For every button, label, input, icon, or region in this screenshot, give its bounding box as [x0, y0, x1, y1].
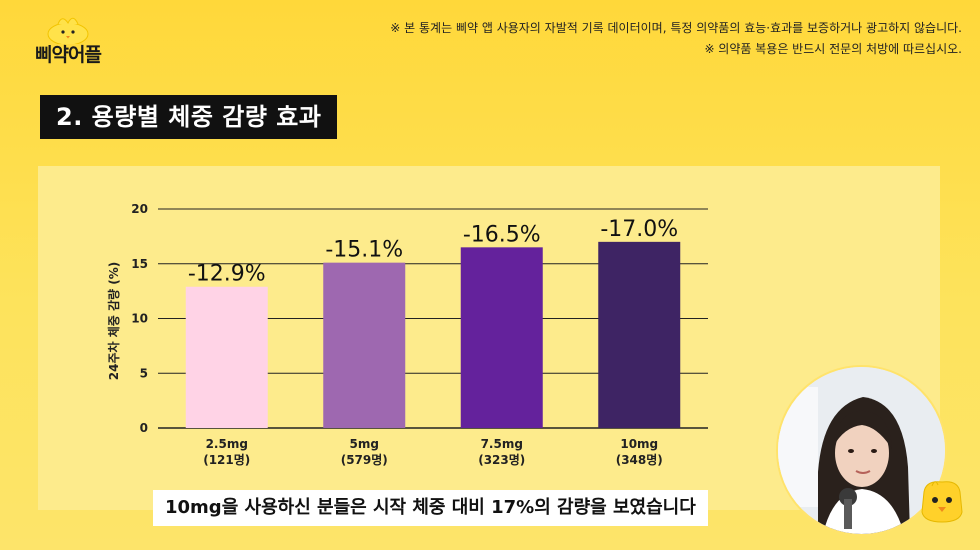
chick-icon	[47, 17, 89, 46]
y-axis-label: 24주차 체중 감량 (%)	[106, 262, 121, 380]
disclaimer-line-2: ※ 의약품 복용은 반드시 전문의 처방에 따르십시오.	[704, 42, 962, 56]
presenter-avatar-icon	[776, 365, 947, 536]
data-label: -16.5%	[463, 222, 541, 247]
bar	[460, 247, 543, 428]
y-tick-label: 15	[131, 257, 148, 271]
y-axis-ticks: 0 5 10 15 20	[131, 202, 148, 435]
x-tick-label: 10mg	[620, 437, 658, 451]
data-labels: -12.9% -15.1% -16.5% -17.0%	[188, 217, 678, 287]
app-logo: 삐약어플	[18, 10, 118, 70]
section-title: 2. 용량별 체중 감량 효과	[40, 95, 338, 139]
subtitle-caption: 10mg을 사용하신 분들은 시작 체중 대비 17%의 감량을 보였습니다	[153, 490, 708, 526]
x-tick-sublabel: (579명)	[341, 453, 388, 467]
data-label: -17.0%	[600, 217, 678, 242]
disclaimer: ※ 본 통계는 삐약 앱 사용자의 자발적 기록 데이터이며, 특정 의약품의 …	[390, 18, 962, 60]
logo-text: 삐약어플	[35, 44, 102, 66]
data-label: -12.9%	[188, 262, 266, 287]
chick-face-icon	[921, 481, 963, 523]
bar	[185, 286, 268, 428]
x-tick-sublabel: (323명)	[478, 453, 525, 467]
x-tick-label: 7.5mg	[481, 437, 523, 451]
x-tick-label: 5mg	[350, 437, 379, 451]
bars	[185, 241, 681, 428]
y-tick-label: 10	[131, 312, 148, 326]
bar	[598, 241, 681, 428]
y-tick-label: 0	[140, 421, 148, 435]
x-tick-sublabel: (348명)	[616, 453, 663, 467]
x-tick-sublabel: (121명)	[203, 453, 250, 467]
x-tick-label: 2.5mg	[206, 437, 248, 451]
disclaimer-line-1: ※ 본 통계는 삐약 앱 사용자의 자발적 기록 데이터이며, 특정 의약품의 …	[390, 21, 962, 35]
y-tick-label: 20	[131, 202, 148, 216]
x-axis-labels: 2.5mg (121명) 5mg (579명) 7.5mg (323명) 10mg (348명…	[203, 437, 663, 467]
y-tick-label: 5	[140, 366, 148, 380]
bar	[323, 262, 406, 428]
bar-chart: 0 5 10 15 20 24주차 체중 감량 (%) -12.9% -15.1% -16.…	[106, 202, 708, 467]
data-label: -15.1%	[325, 238, 403, 263]
